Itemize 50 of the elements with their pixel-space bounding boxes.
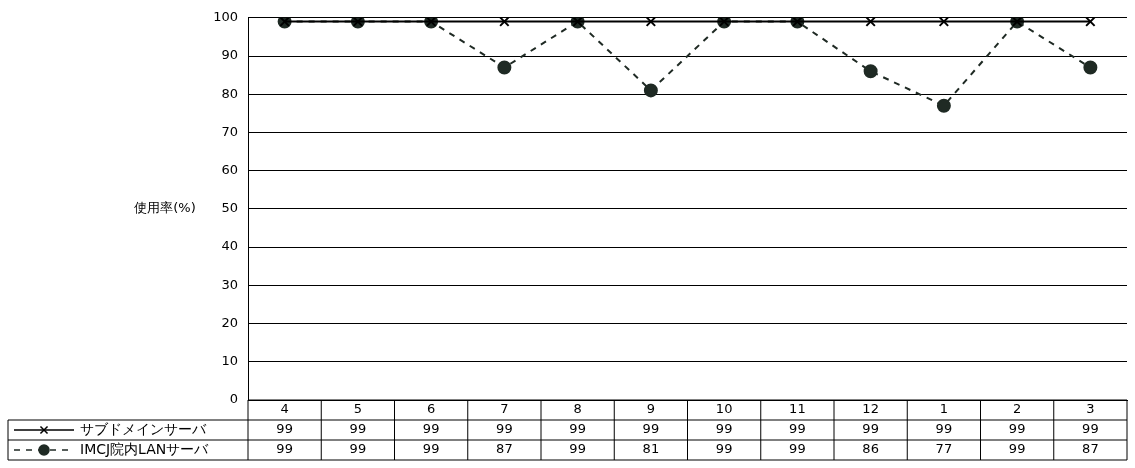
y-tick-label: 90 (221, 47, 238, 63)
x-tick-label: 7 (500, 401, 509, 417)
data-label: 99 (715, 421, 733, 437)
data-label: 99 (422, 441, 440, 457)
data-label: 99 (349, 421, 367, 437)
data-label: 99 (789, 441, 806, 457)
x-tick-label: 6 (426, 401, 436, 417)
data-label: 99 (276, 441, 293, 457)
x-tick-label: 10 (715, 401, 733, 417)
data-label: 77 (935, 441, 953, 457)
x-tick-label: 2 (1012, 401, 1022, 417)
y-tick-label: 100 (213, 9, 238, 25)
data-label: 99 (422, 421, 440, 437)
data-label: 99 (569, 421, 586, 437)
data-label: 99 (276, 421, 293, 437)
x-tick-label: 5 (353, 401, 363, 417)
data-label: 87 (496, 441, 513, 457)
x-tick-label: 9 (646, 401, 656, 417)
x-tick-label: 3 (1086, 401, 1095, 417)
data-label: 99 (789, 421, 806, 437)
y-tick-label: 50 (221, 200, 238, 216)
y-tick-label: 10 (221, 353, 238, 369)
legend-label: サブドメインサーバ (80, 420, 207, 437)
y-tick-label: 70 (221, 123, 238, 139)
x-tick-label: 11 (789, 401, 806, 417)
x-tick-label: 8 (573, 401, 582, 417)
data-label: 81 (642, 441, 660, 457)
y-tick-label: 30 (221, 276, 238, 292)
data-label: 99 (642, 421, 660, 437)
data-label: 87 (1082, 441, 1099, 457)
data-label: 99 (715, 441, 733, 457)
data-label: 99 (569, 441, 586, 457)
data-label: 99 (862, 421, 879, 437)
data-label: 99 (935, 421, 953, 437)
legend-label: IMCJ院内LANサーバ (80, 440, 210, 457)
y-tick-label: 0 (229, 391, 238, 407)
y-tick-label: 80 (221, 85, 238, 101)
x-tick-label: 12 (862, 401, 879, 417)
y-tick-label: 60 (221, 162, 238, 178)
x-tick-label: 1 (939, 401, 949, 417)
y-axis-title: 使用率(%) (134, 200, 196, 216)
y-tick-label: 20 (221, 314, 238, 330)
data-label: 99 (1008, 421, 1026, 437)
data-label: 99 (1082, 421, 1099, 437)
x-tick-label: 4 (280, 401, 289, 417)
data-label: 99 (349, 441, 367, 457)
data-label: 99 (496, 421, 513, 437)
data-label: 99 (1008, 441, 1026, 457)
data-label: 86 (862, 441, 879, 457)
y-tick-label: 40 (221, 238, 238, 254)
